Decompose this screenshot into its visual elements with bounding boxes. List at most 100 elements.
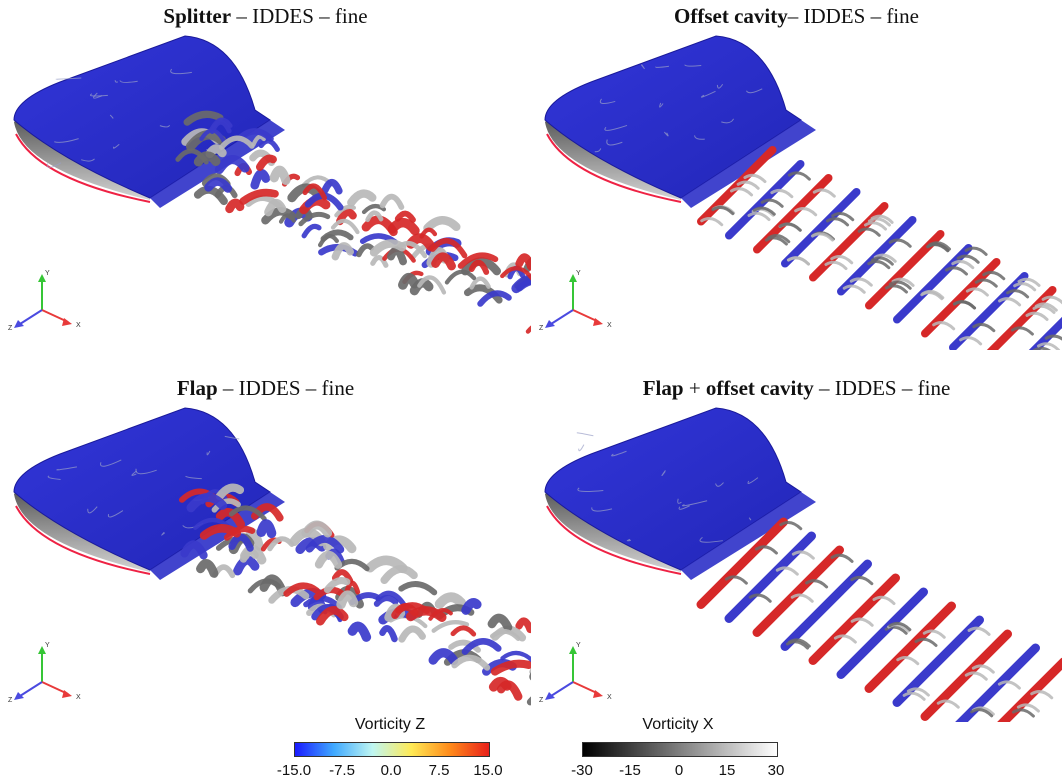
vortex-filament xyxy=(867,259,891,270)
vortex-structure xyxy=(298,211,331,227)
vortex-filament xyxy=(779,520,803,531)
surface-streak xyxy=(47,475,61,481)
vortex-structure xyxy=(500,650,531,663)
panel-title-mid: + xyxy=(683,376,706,400)
vortex-filament xyxy=(922,629,946,639)
surface-streak xyxy=(626,538,631,542)
vortex-structure xyxy=(314,550,343,569)
colorbar-ticks: -15.0 -7.5 0.0 7.5 15.0 xyxy=(268,762,512,780)
surface-streak xyxy=(112,143,120,149)
vortex-structure xyxy=(394,210,416,223)
vortex-filament xyxy=(952,300,976,310)
vortex-filament xyxy=(974,278,998,288)
vortex-tube xyxy=(724,531,816,623)
vortex-filament xyxy=(1034,302,1058,312)
vortex-structure xyxy=(356,243,375,258)
surface-streak xyxy=(700,90,716,98)
surface-streak xyxy=(640,64,645,70)
surface-streak xyxy=(114,80,118,83)
axis-x-arrow xyxy=(62,318,72,326)
vortex-filament xyxy=(787,638,811,648)
vortex-filament xyxy=(830,255,854,265)
panel-flap-offset-cavity: Flap + offset cavity – IDDES – fine Y X Z xyxy=(531,372,1062,737)
vortex-filament xyxy=(914,637,938,647)
vortex-filament xyxy=(778,222,802,232)
vortex-filament xyxy=(805,579,829,589)
colorbar-title: Vorticity Z xyxy=(354,716,426,733)
vortex-tube xyxy=(955,643,1040,722)
vortex-structure xyxy=(369,239,407,257)
vortex-filament xyxy=(888,238,912,248)
colorbar-tick-label: 0 xyxy=(674,762,684,779)
surface-streak xyxy=(599,98,616,104)
vortex-structure xyxy=(214,155,250,175)
vortex-structure xyxy=(375,590,407,608)
vortex-structure xyxy=(395,602,430,614)
vortex-filament xyxy=(884,284,908,294)
surface-streak xyxy=(606,139,623,146)
vortex-filament xyxy=(867,217,891,227)
vortex-structure xyxy=(487,613,513,632)
axis-triad: Y X Z xyxy=(8,270,81,332)
surface-streak xyxy=(81,158,95,162)
surface-streak xyxy=(716,83,724,89)
axis-triad: Y X Z xyxy=(8,642,81,704)
vortex-structure xyxy=(361,215,398,237)
vortex-structure xyxy=(258,138,280,152)
axis-x-label: X xyxy=(76,322,81,329)
surface-streak xyxy=(699,536,723,543)
vortex-structure xyxy=(251,134,266,147)
axis-y-arrow xyxy=(569,646,577,654)
vortex-structure xyxy=(223,525,256,541)
vortex-structure xyxy=(365,210,384,223)
vortex-structure xyxy=(228,505,267,522)
vortex-filament xyxy=(787,171,811,181)
vortex-filament xyxy=(790,593,814,603)
airfoil-edge xyxy=(15,505,151,575)
axis-z-arrow xyxy=(14,692,24,700)
airfoil-surface xyxy=(544,35,802,199)
axis-y-label: Y xyxy=(576,642,581,649)
surface-streak xyxy=(161,531,166,536)
vortex-filament xyxy=(775,566,799,576)
vortex-structure xyxy=(428,608,453,621)
vortex-filament xyxy=(863,221,887,231)
vortex-filament xyxy=(951,259,975,270)
vortex-tube xyxy=(893,244,973,324)
vortex-filament xyxy=(1017,277,1041,287)
vortex-filament xyxy=(1032,346,1051,350)
vortex-filament xyxy=(752,206,776,216)
surface-streak xyxy=(715,482,724,487)
vortex-structure xyxy=(451,654,491,671)
surface-streak xyxy=(659,102,664,108)
vortex-structure xyxy=(448,639,481,653)
colorbar-tick-label: 30 xyxy=(767,762,785,779)
vortex-structure xyxy=(256,519,277,539)
panel-title: Splitter – IDDES – fine xyxy=(0,4,531,29)
panel-offset-cavity: Offset cavity– IDDES – fine Y X Z xyxy=(531,0,1062,365)
vortex-structure xyxy=(303,595,342,610)
surface-streak xyxy=(71,536,81,541)
axis-y-arrow xyxy=(38,274,46,282)
axis-z-arrow xyxy=(14,320,24,328)
surface-streak xyxy=(119,80,138,83)
vortex-structure xyxy=(269,165,291,185)
vortex-filament xyxy=(831,212,855,222)
vortex-structure xyxy=(463,284,503,304)
vortex-filament xyxy=(850,617,874,627)
vortex-filament xyxy=(842,284,866,294)
axis-z-arrow xyxy=(545,692,555,700)
vortex-structure xyxy=(347,621,372,642)
vortex-structure xyxy=(398,581,438,596)
airfoil-surface xyxy=(544,407,802,571)
vortex-structure xyxy=(261,207,297,225)
vortex-filament xyxy=(872,595,896,606)
surface-streak xyxy=(747,477,759,484)
vortex-structure xyxy=(233,555,260,576)
vortex-filament xyxy=(884,625,908,635)
vortex-structure xyxy=(431,619,470,633)
panel-title-bold: Splitter xyxy=(163,4,232,28)
vortex-structure xyxy=(500,266,531,281)
vortex-filament xyxy=(830,553,854,563)
vortex-filament xyxy=(1036,342,1060,350)
